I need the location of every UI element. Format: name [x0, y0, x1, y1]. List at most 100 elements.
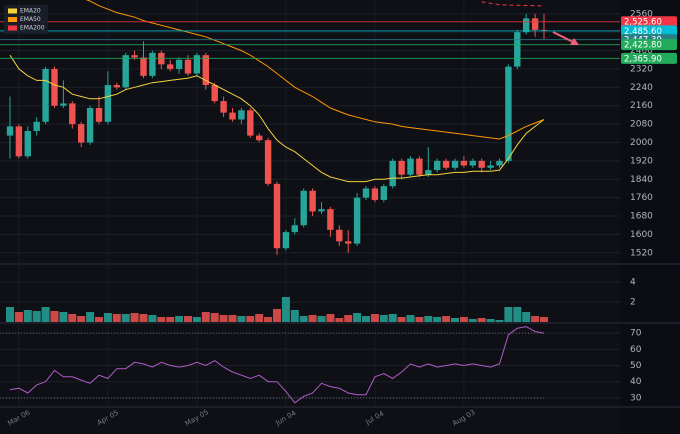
y-tick-label: 2560 [630, 9, 653, 19]
candle-body [131, 55, 138, 58]
candle-body [104, 85, 112, 122]
y-tick-label: 40 [630, 377, 642, 387]
volume-bar [459, 317, 468, 322]
candle-body [345, 241, 352, 244]
price-label: 2,525.60 [624, 18, 662, 28]
y-tick-label: 1520 [630, 248, 653, 258]
candle-body [184, 59, 192, 74]
volume-bar [468, 319, 477, 322]
volume-bar [415, 317, 424, 322]
volume-bar [77, 316, 86, 322]
legend-label: EMA200 [20, 25, 45, 32]
volume-bar [14, 312, 23, 322]
volume-bar [139, 314, 148, 322]
candle-body [256, 135, 263, 141]
volume-bar [157, 317, 166, 322]
volume-bar [246, 316, 255, 322]
volume-bar [477, 318, 486, 322]
price-label-bg [621, 16, 677, 28]
volume-bar [175, 316, 184, 322]
price-axis-area [620, 0, 680, 434]
candle-body [24, 131, 31, 157]
volume-bar [370, 314, 379, 322]
y-tick-label: 1600 [630, 230, 653, 240]
y-tick-label: 50 [630, 361, 642, 371]
line [9, 54, 545, 183]
volume-bar [362, 316, 370, 322]
y-tick-label: 1840 [630, 175, 653, 185]
y-tick-label: 30 [630, 393, 642, 403]
line [9, 326, 545, 404]
volume-bar [103, 313, 112, 322]
volume-bar [344, 315, 353, 322]
candle-body [425, 170, 432, 175]
volume-bar [148, 315, 157, 322]
volume-bar [504, 307, 513, 322]
candle-body [327, 209, 334, 230]
volume-bar [290, 310, 299, 322]
volume-bar [23, 310, 32, 322]
volume-bar [237, 316, 246, 322]
candle-body [69, 103, 76, 125]
candle-body [291, 225, 298, 233]
y-tick-label: 2080 [630, 120, 653, 130]
volume-bar [317, 316, 326, 322]
candle-body [202, 55, 209, 86]
volume-bar [95, 317, 103, 322]
candle-body [220, 101, 227, 113]
price-label-bg [621, 52, 677, 64]
candle-body [540, 29, 548, 31]
volume-bar [406, 315, 415, 322]
candle-body [505, 66, 512, 161]
volume-bar [50, 311, 59, 322]
candle-body [60, 103, 67, 106]
candle-body [15, 126, 23, 157]
y-tick-label: 4 [630, 278, 636, 288]
candle-body [371, 188, 379, 200]
volume-bar [424, 316, 433, 322]
volume-bar [513, 307, 522, 322]
volume-bar [531, 316, 540, 322]
volume-bar [86, 312, 95, 322]
legend-swatch [8, 17, 17, 22]
volume-bar [335, 318, 344, 322]
price-label: 2,365.90 [624, 54, 662, 64]
candle-body [398, 160, 405, 175]
legend-label: EMA20 [20, 8, 41, 15]
candle-body [523, 18, 530, 33]
volume-bar [32, 311, 41, 322]
candle-body [113, 85, 120, 88]
volume-bar [326, 314, 335, 322]
candle-body [140, 57, 147, 76]
candle-body [247, 110, 254, 136]
y-tick-label: 2160 [630, 101, 653, 111]
candle-body [460, 160, 468, 166]
y-tick-label: 1760 [630, 193, 653, 203]
y-tick-label: 2400 [630, 46, 653, 56]
candle-body [86, 108, 94, 143]
candle-body [238, 110, 245, 120]
candle-body [33, 121, 40, 131]
candle-body [95, 108, 103, 122]
arrow [552, 31, 576, 44]
candle-body [380, 186, 387, 200]
volume-bar [201, 312, 210, 322]
candle-body [6, 126, 14, 136]
line [85, 0, 545, 140]
candle-body [362, 188, 370, 198]
candle-body [478, 160, 485, 168]
price-label: 2,485.60 [624, 27, 662, 37]
candle-body [167, 64, 174, 69]
y-tick-label: 2320 [630, 64, 653, 74]
volume-bar [397, 317, 406, 322]
y-tick-label: 60 [630, 345, 642, 355]
volume-bar [522, 312, 531, 322]
volume-bar [264, 317, 273, 322]
price-label-bg [621, 25, 677, 37]
volume-bar [273, 309, 281, 322]
candle-body [487, 165, 494, 168]
candle-body [531, 18, 539, 30]
candle-body [469, 160, 476, 166]
arrow-head [570, 38, 579, 45]
